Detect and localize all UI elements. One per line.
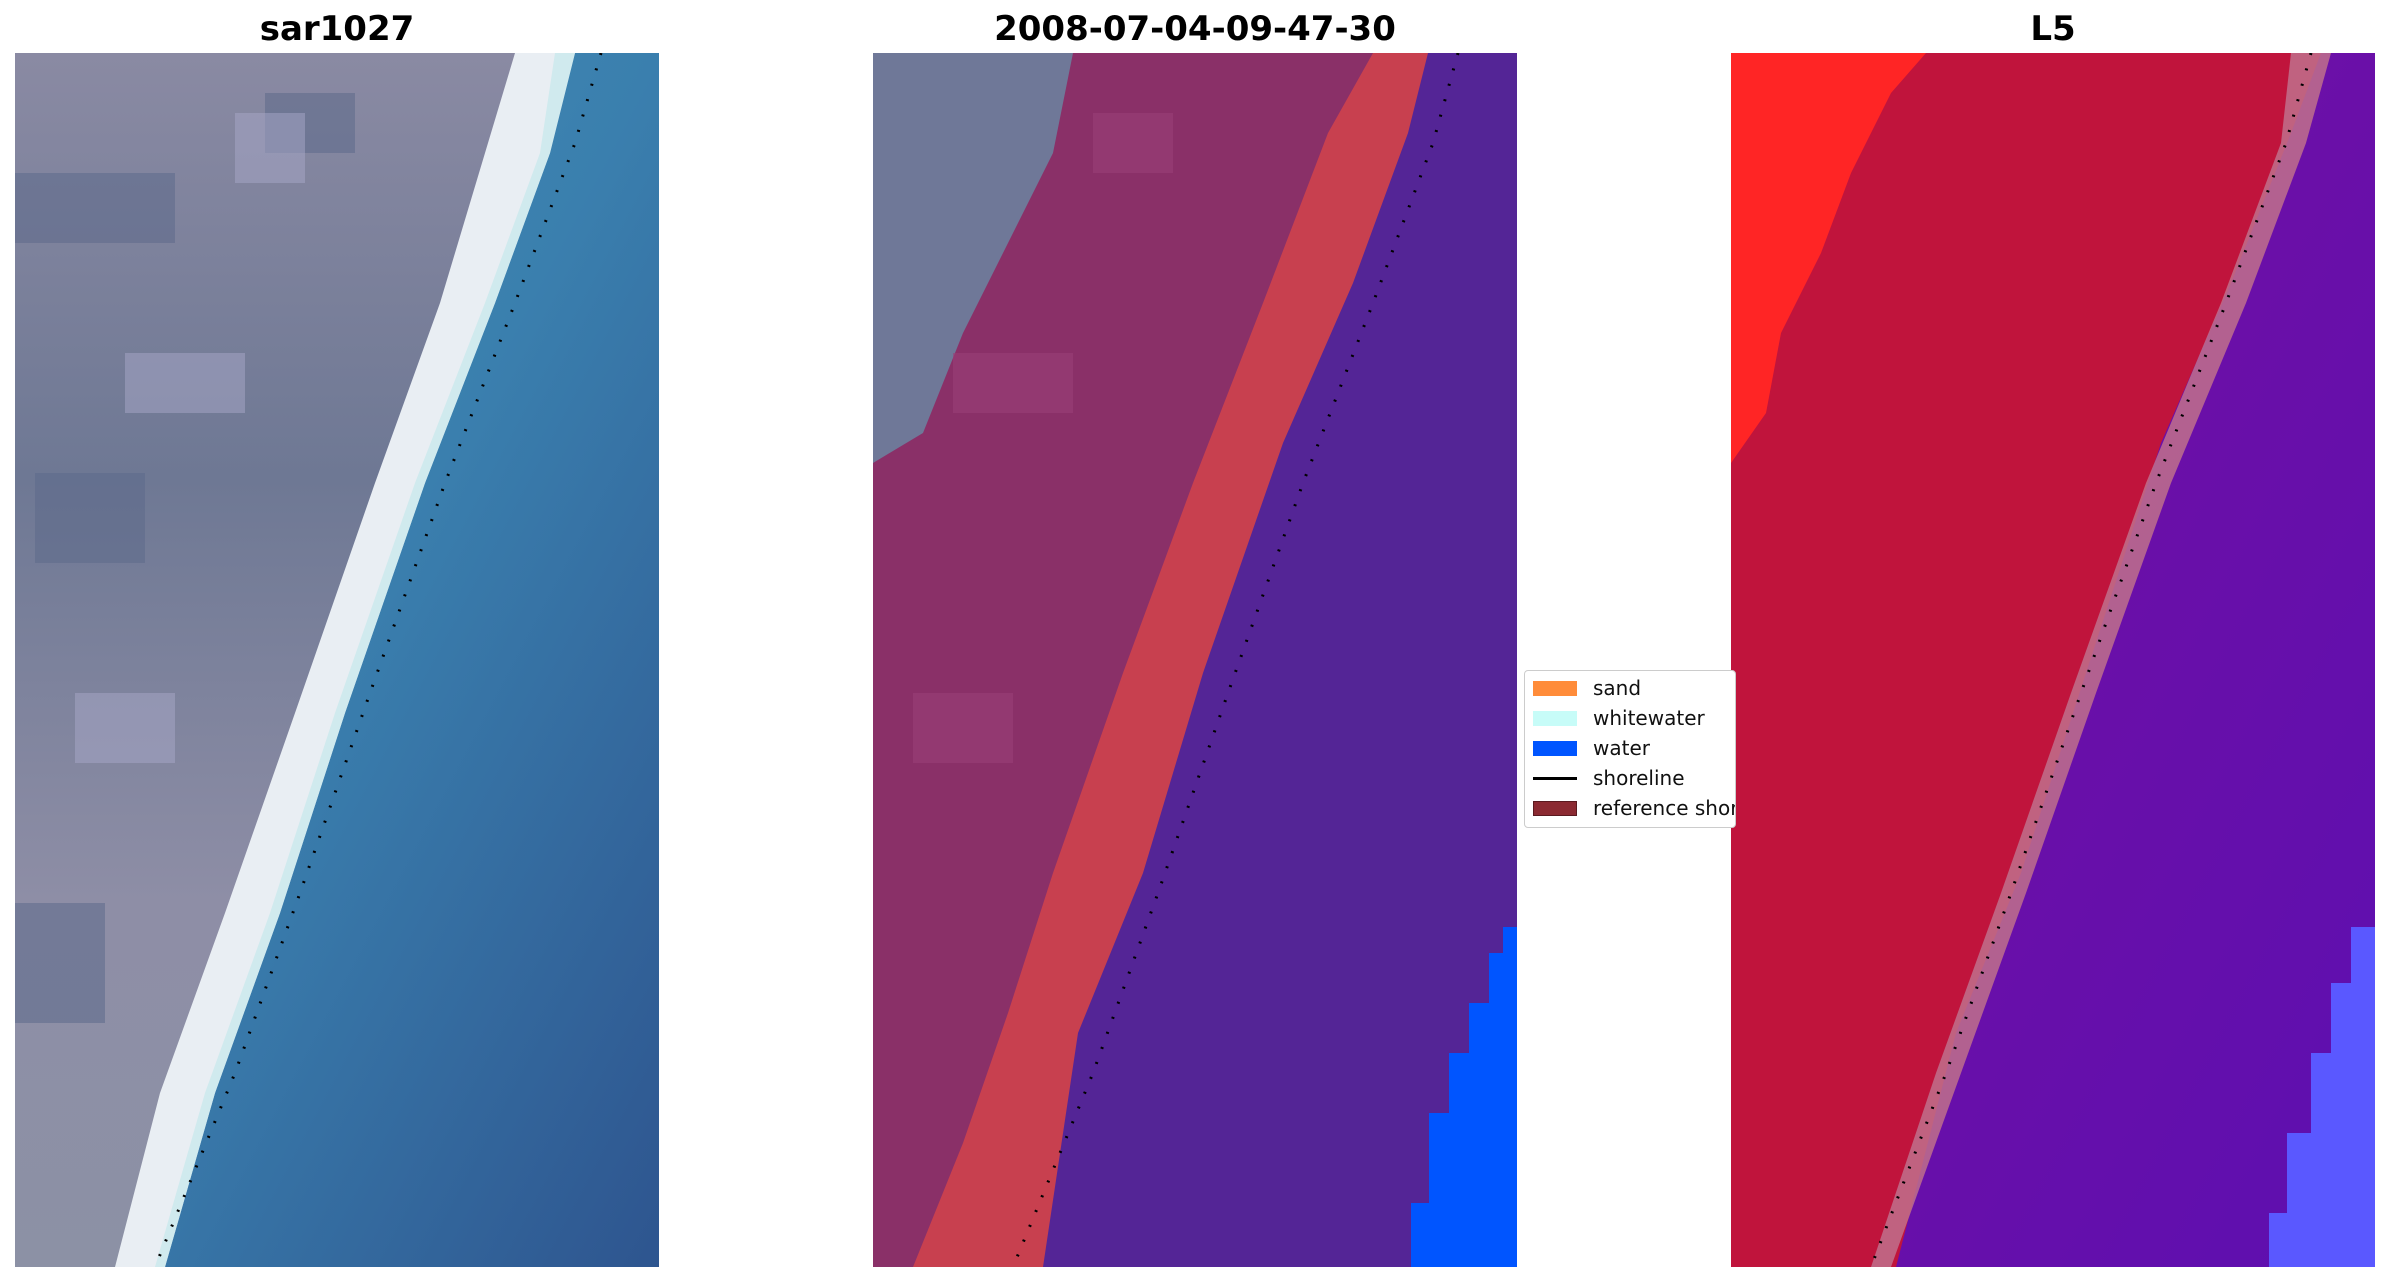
legend-item-shoreline: shoreline — [1525, 763, 1735, 793]
legend-label-reference-shoreline: reference shoreline — [1593, 796, 1736, 820]
panel-title-index: L5 — [2030, 9, 2076, 49]
panel-title-rgb: sar1027 — [259, 9, 415, 49]
legend-label-water: water — [1593, 736, 1650, 760]
whitewater-swatch-icon — [1533, 711, 1577, 726]
shoreline-line-icon — [1533, 777, 1577, 780]
classified-image — [873, 53, 1517, 1267]
water-swatch-icon — [1533, 741, 1577, 756]
classified-image-panel — [873, 53, 1517, 1267]
legend-item-sand: sand — [1525, 673, 1735, 703]
sand-swatch-icon — [1533, 681, 1577, 696]
panel-title-classified: 2008-07-04-09-47-30 — [994, 9, 1396, 49]
index-image-panel — [1731, 53, 2375, 1267]
legend-label-sand: sand — [1593, 676, 1642, 700]
rgb-image — [15, 53, 659, 1267]
legend-label-shoreline: shoreline — [1593, 766, 1685, 790]
legend: sand whitewater water shoreline referenc… — [1524, 670, 1736, 828]
legend-item-reference-shoreline: reference shoreline — [1525, 793, 1736, 823]
legend-label-whitewater: whitewater — [1593, 706, 1705, 730]
reference-shoreline-swatch-icon — [1533, 801, 1577, 816]
rgb-image-panel — [15, 53, 659, 1267]
index-image — [1731, 53, 2375, 1267]
legend-item-whitewater: whitewater — [1525, 703, 1735, 733]
legend-item-water: water — [1525, 733, 1735, 763]
